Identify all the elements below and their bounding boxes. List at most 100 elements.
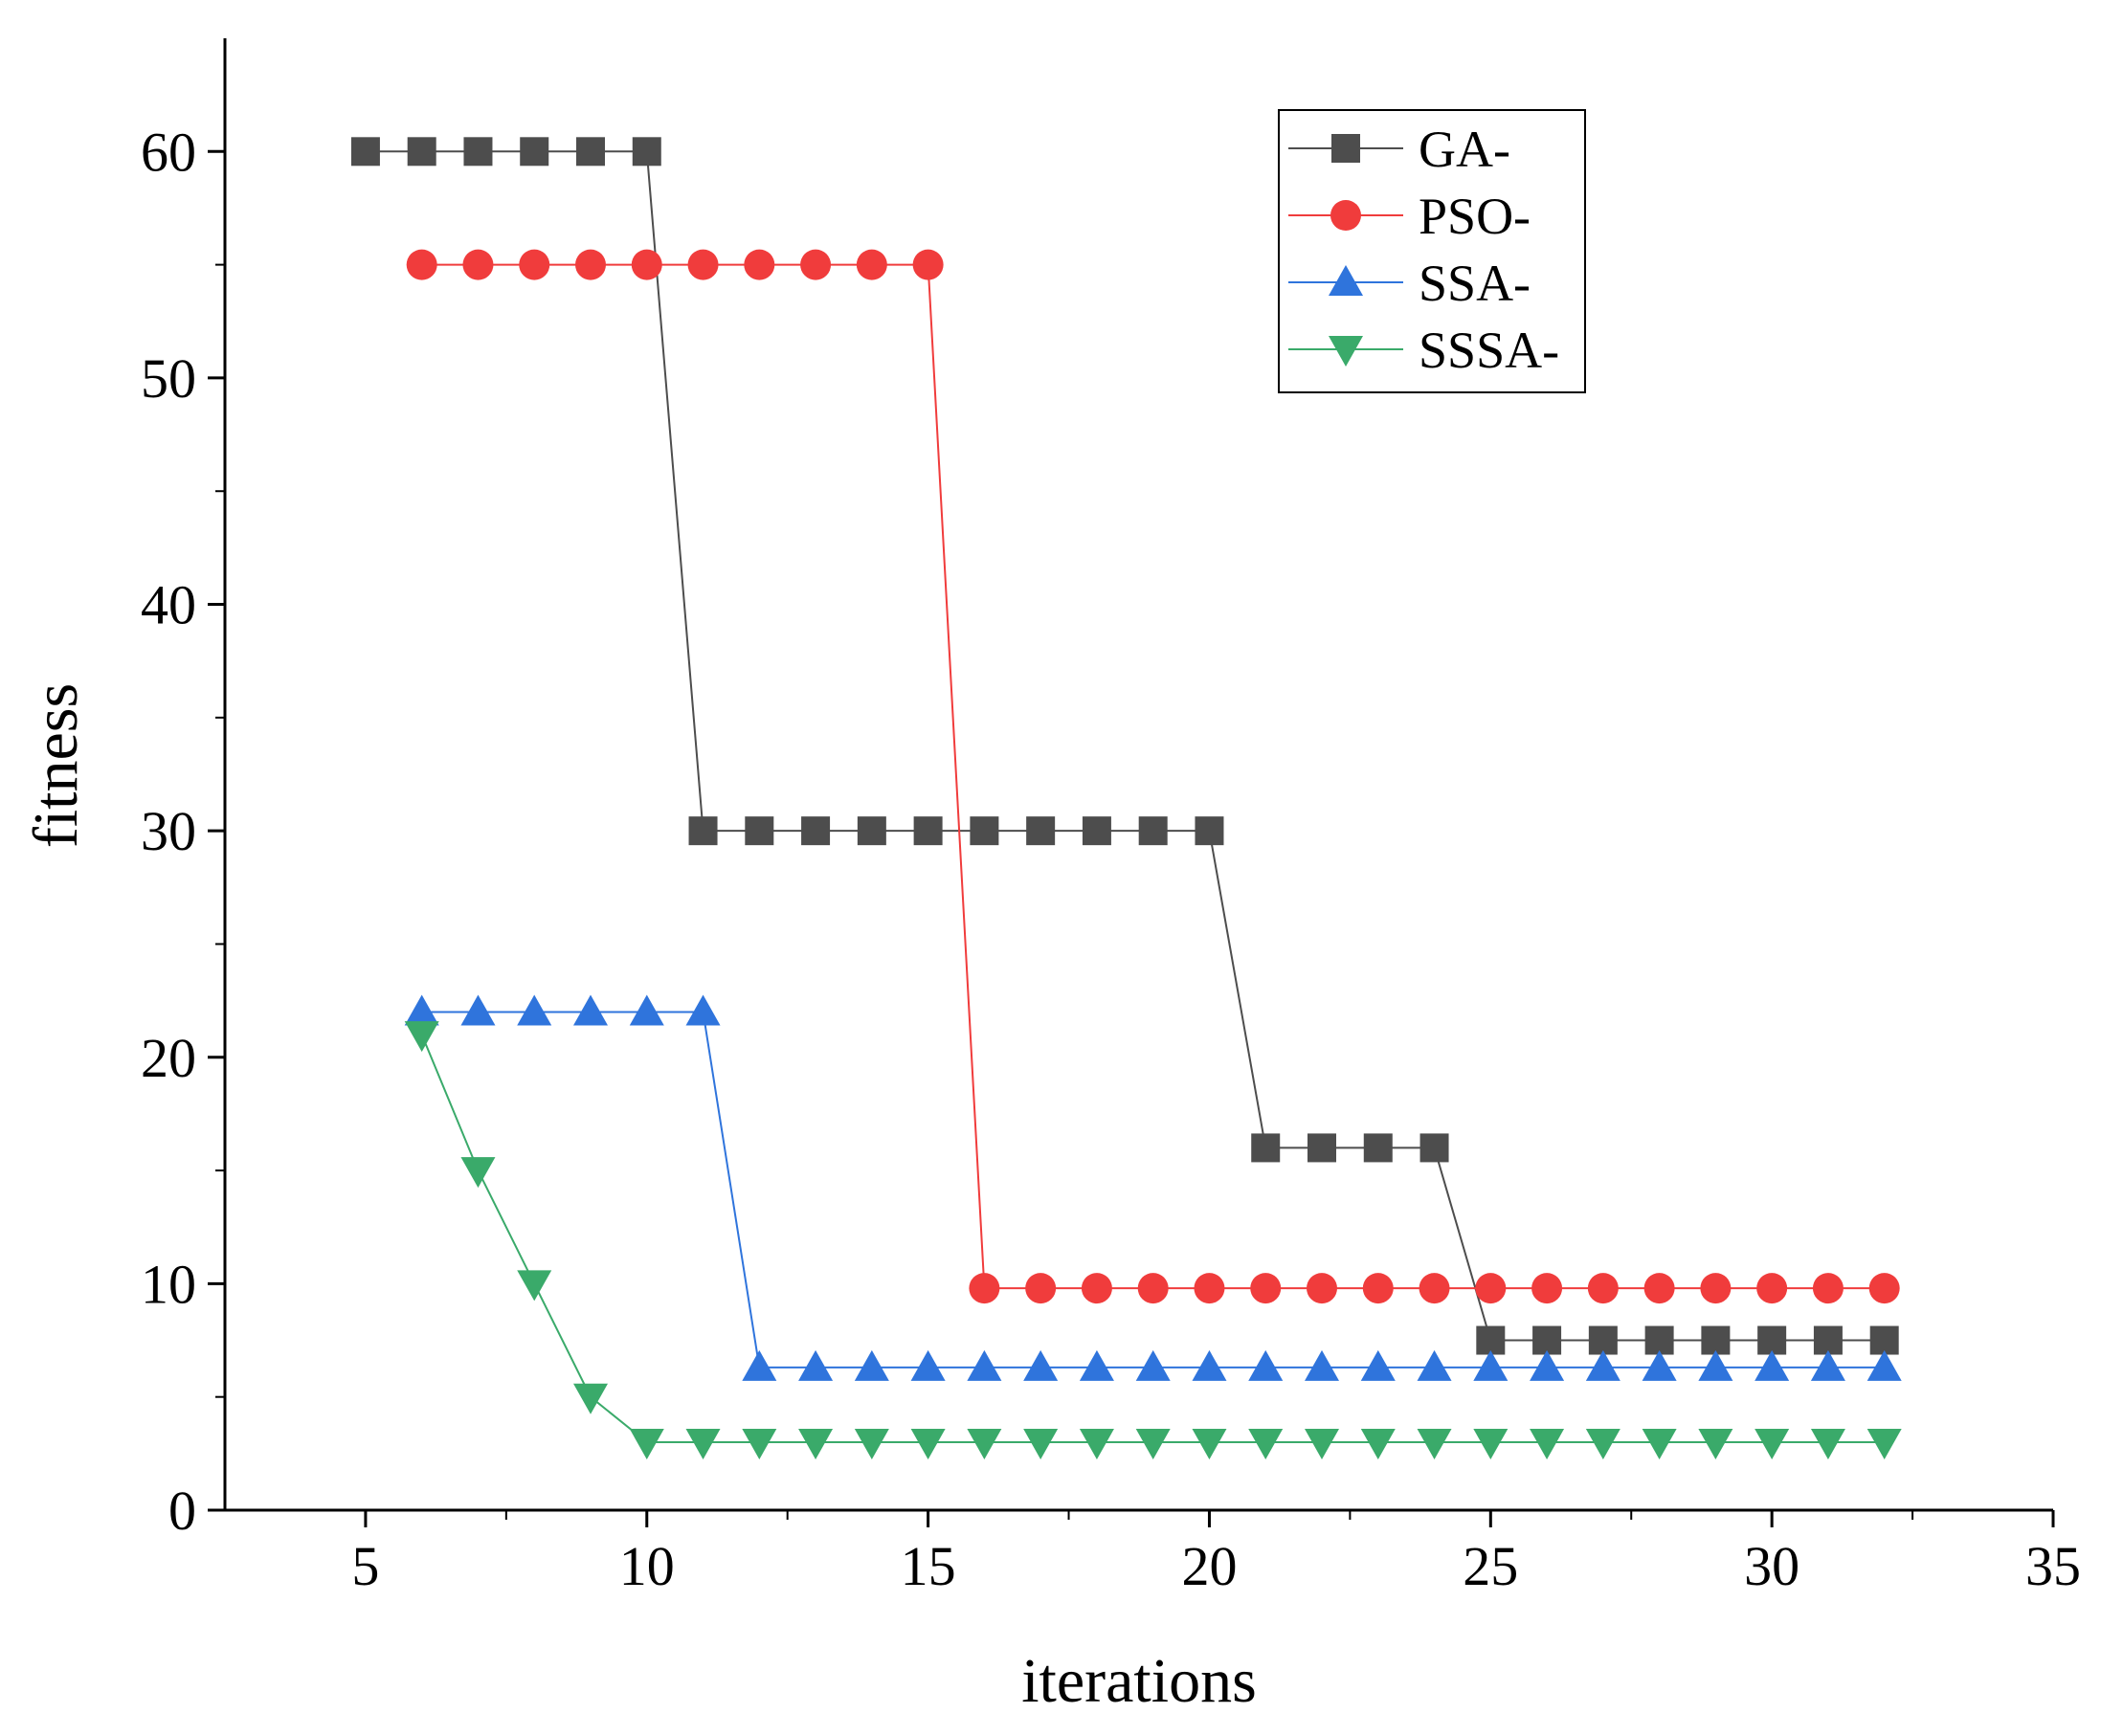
data-point [406,249,437,280]
data-point [404,994,439,1026]
y-tick-label: 50 [141,347,196,410]
data-point [1810,1429,1845,1460]
data-point [1026,816,1056,846]
data-point [1194,1273,1225,1304]
data-point [573,994,608,1026]
series-ga [350,137,1899,1355]
series-ssa [404,994,1902,1381]
data-point [910,1349,946,1381]
data-point [800,249,832,280]
data-point [629,1429,664,1460]
data-point [1531,1273,1563,1304]
legend-label: PSO- [1419,188,1531,245]
data-point [687,249,719,280]
data-point [350,137,380,167]
series-line [421,1011,1885,1369]
data-point [688,816,718,846]
data-point [1251,1133,1281,1163]
data-point [1530,1429,1565,1460]
data-point [1700,1273,1732,1304]
data-point [854,1349,889,1381]
data-point [1810,1349,1845,1381]
x-tick-label: 10 [619,1535,675,1597]
data-point [967,1349,1002,1381]
data-point [1362,1273,1394,1304]
series-sssa [404,1021,1902,1460]
x-axis-title: iterations [1021,1646,1257,1716]
series-pso [406,249,1900,1304]
data-point [1755,1349,1790,1381]
data-point [1305,1429,1339,1460]
data-point [573,1383,608,1414]
x-tick-label: 30 [1744,1535,1799,1597]
data-point [1079,1349,1114,1381]
legend: GA- PSO- SSA- SSSA- [1278,109,1586,393]
data-point [967,1429,1002,1460]
data-point [463,137,493,167]
data-point [519,249,550,280]
x-tick-label: 25 [1463,1535,1518,1597]
data-point [857,816,886,846]
data-point [1363,1133,1393,1163]
data-point [744,249,775,280]
data-point [517,994,552,1026]
plot-area [350,137,1902,1460]
y-tick-label: 0 [168,1480,196,1542]
data-point [685,994,721,1026]
data-point [801,816,831,846]
legend-marker [1329,265,1363,296]
data-point [1473,1349,1509,1381]
legend-marker [1330,200,1361,231]
data-point [1642,1349,1677,1381]
y-tick-label: 40 [141,574,196,636]
data-point [1023,1349,1059,1381]
axes: 5 10 15 20 25 30 35 0 10 20 30 40 50 60 [141,38,2081,1597]
data-point [1866,1429,1902,1460]
data-point [1192,1349,1227,1381]
series-line [421,263,1885,1290]
data-point [1248,1429,1284,1460]
data-point [520,137,549,167]
legend-box [1278,109,1586,393]
x-tick-label: 20 [1181,1535,1237,1597]
data-point [1417,1349,1452,1381]
data-point [576,137,605,167]
data-point [1813,1325,1843,1355]
data-point [854,1429,889,1460]
data-point [1419,1133,1449,1163]
data-point [742,1349,777,1381]
data-point [1192,1429,1227,1460]
data-point [1585,1349,1620,1381]
data-point [1307,1273,1337,1304]
data-point [1417,1429,1452,1460]
data-point [1079,1429,1114,1460]
data-point [1473,1429,1509,1460]
x-tick-label: 5 [351,1535,379,1597]
data-point [1866,1349,1902,1381]
legend-label: SSA- [1419,255,1531,312]
y-tick-label: 20 [141,1027,196,1089]
data-point [970,816,999,846]
y-axis-title: fitness [21,683,91,848]
data-point [1757,1325,1787,1355]
data-point [460,1157,496,1189]
data-point [1305,1349,1339,1381]
data-point [1812,1273,1844,1304]
data-point [969,1273,1000,1304]
x-tick-label: 15 [901,1535,956,1597]
data-point [1135,1429,1171,1460]
y-tick-label: 30 [141,800,196,862]
data-point [1137,1273,1169,1304]
data-point [1868,1273,1900,1304]
data-point [1082,816,1111,846]
data-point [1642,1429,1677,1460]
data-point [1360,1429,1396,1460]
data-point [1869,1325,1899,1355]
data-point [1530,1349,1565,1381]
series-line [365,150,1885,1342]
legend-label: SSSA- [1419,322,1559,379]
data-point [462,249,494,280]
data-point [1475,1273,1507,1304]
data-point [1081,1273,1112,1304]
